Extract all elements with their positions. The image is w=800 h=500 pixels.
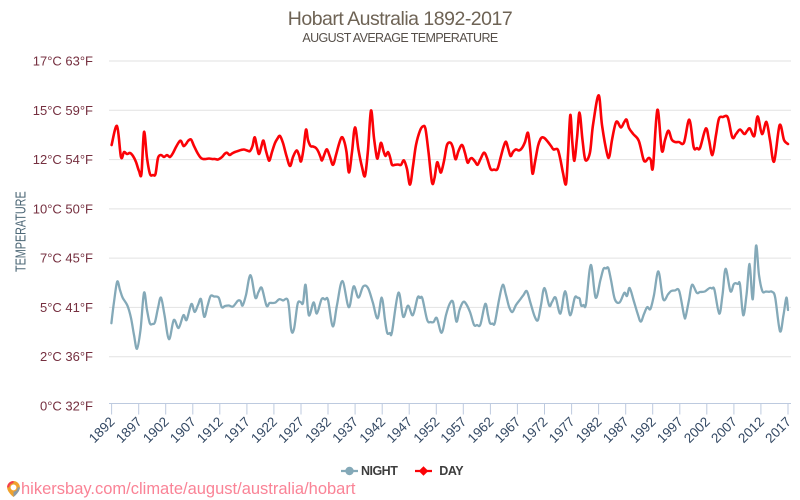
svg-text:1992: 1992 bbox=[627, 414, 659, 446]
svg-text:1997: 1997 bbox=[654, 414, 686, 446]
svg-text:7°C 45°F: 7°C 45°F bbox=[40, 251, 93, 266]
svg-text:1892: 1892 bbox=[86, 414, 118, 446]
svg-text:2007: 2007 bbox=[708, 414, 740, 446]
svg-text:1907: 1907 bbox=[167, 414, 199, 446]
svg-text:1927: 1927 bbox=[275, 414, 307, 446]
svg-text:1947: 1947 bbox=[383, 414, 415, 446]
svg-text:1977: 1977 bbox=[546, 414, 578, 446]
svg-text:1962: 1962 bbox=[465, 414, 497, 446]
svg-text:1922: 1922 bbox=[248, 414, 280, 446]
svg-text:2012: 2012 bbox=[735, 414, 767, 446]
svg-text:1987: 1987 bbox=[600, 414, 632, 446]
svg-text:5°C 41°F: 5°C 41°F bbox=[40, 300, 93, 315]
svg-text:1932: 1932 bbox=[302, 414, 334, 446]
svg-text:2017: 2017 bbox=[762, 414, 794, 446]
svg-text:1942: 1942 bbox=[356, 414, 388, 446]
svg-text:1972: 1972 bbox=[519, 414, 551, 446]
svg-text:1897: 1897 bbox=[113, 414, 145, 446]
svg-text:1957: 1957 bbox=[438, 414, 470, 446]
svg-text:1952: 1952 bbox=[411, 414, 443, 446]
svg-text:0°C 32°F: 0°C 32°F bbox=[40, 399, 93, 414]
svg-text:1967: 1967 bbox=[492, 414, 524, 446]
svg-text:15°C 59°F: 15°C 59°F bbox=[33, 103, 93, 118]
svg-text:1902: 1902 bbox=[140, 414, 172, 446]
svg-text:2°C 36°F: 2°C 36°F bbox=[40, 349, 93, 364]
svg-text:1912: 1912 bbox=[194, 414, 226, 446]
svg-text:2002: 2002 bbox=[681, 414, 713, 446]
svg-text:10°C 50°F: 10°C 50°F bbox=[33, 201, 93, 216]
svg-text:17°C 63°F: 17°C 63°F bbox=[33, 54, 93, 69]
svg-text:TEMPERATURE: TEMPERATURE bbox=[12, 191, 29, 272]
svg-text:1917: 1917 bbox=[221, 414, 253, 446]
svg-text:12°C 54°F: 12°C 54°F bbox=[33, 152, 93, 167]
svg-text:1937: 1937 bbox=[329, 414, 361, 446]
svg-text:1982: 1982 bbox=[573, 414, 605, 446]
